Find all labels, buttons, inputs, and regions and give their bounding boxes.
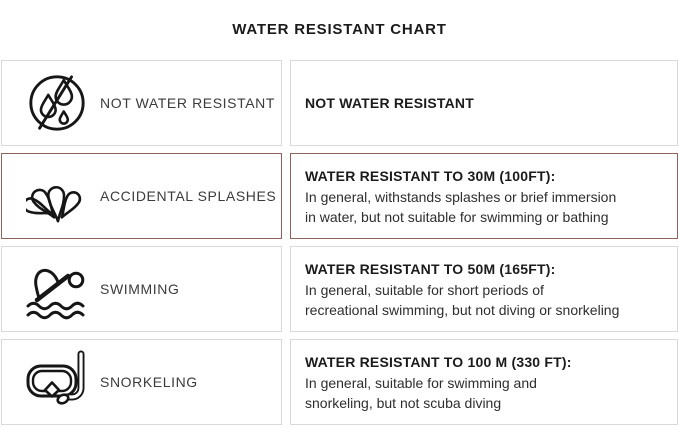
row-label: ACCIDENTAL SPLASHES [100,188,277,204]
swimmer-icon [24,256,90,322]
row-accidental-splashes-label-cell: ACCIDENTAL SPLASHES [1,153,282,239]
row-swimming-detail-cell: WATER RESISTANT TO 50M (165FT): In gener… [290,246,678,332]
no-water-icon [24,70,90,136]
row-not-water-resistant-detail-cell: NOT WATER RESISTANT [290,60,678,146]
page-title: WATER RESISTANT CHART [232,20,447,38]
chart-table: NOT WATER RESISTANT NOT WATER RESISTANT … [1,60,678,425]
row-accidental-splashes-detail-cell: WATER RESISTANT TO 30M (100FT): In gener… [290,153,678,239]
cell-description: In general, suitable for short periods o… [305,281,620,318]
row-label: SNORKELING [100,374,198,390]
row-not-water-resistant-label-cell: NOT WATER RESISTANT [1,60,282,146]
row-snorkeling-label-cell: SNORKELING [1,339,282,425]
row-label: SWIMMING [100,281,180,297]
cell-heading: WATER RESISTANT TO 30M (100FT): [305,167,556,184]
row-label: NOT WATER RESISTANT [100,95,275,111]
cell-description: In general, suitable for swimming and sn… [305,374,537,411]
cell-description: In general, withstands splashes or brief… [305,188,617,225]
row-snorkeling-detail-cell: WATER RESISTANT TO 100 M (330 FT): In ge… [290,339,678,425]
cell-heading: WATER RESISTANT TO 50M (165FT): [305,260,556,277]
snorkel-icon [24,349,90,415]
cell-heading: NOT WATER RESISTANT [305,95,474,111]
row-swimming-label-cell: SWIMMING [1,246,282,332]
cell-heading: WATER RESISTANT TO 100 M (330 FT): [305,353,572,370]
splash-icon [24,163,90,229]
